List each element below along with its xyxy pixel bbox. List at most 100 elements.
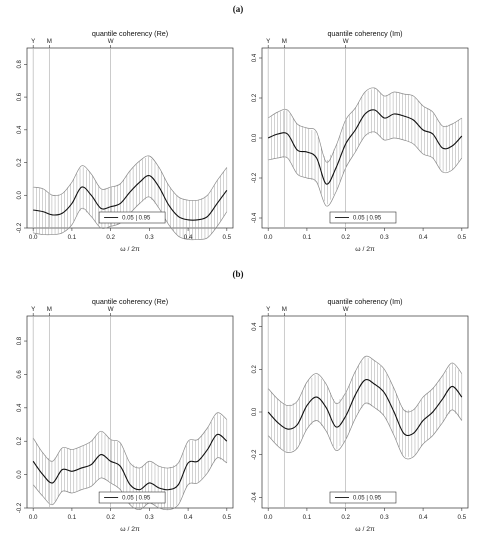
x-tick-label: 0.1 [303,514,312,521]
reference-label: W [108,38,114,45]
y-tick-label: -0.4 [252,492,258,503]
chart-panel: Y M W -0.2 0.0 0.2 0.4 0.6 0.8 0.0 0.1 0.2 0.3 0.4 0.5… [17,29,234,253]
y-tick-label: -0.2 [17,502,23,513]
x-tick-label: 0.5 [458,234,467,241]
y-tick-label: 0.2 [252,93,258,102]
y-tick-label: 0.6 [17,370,23,379]
y-tick-label: 0.2 [17,158,23,167]
upper-bound-line [33,155,228,202]
estimate-line [32,433,228,491]
chart-panel: Y M W -0.4 -0.2 0.0 0.2 0.4 0.0 0.1 0.2 0.3 0.4 0.5 ω … [252,29,469,253]
x-tick-label: 0.4 [419,514,428,521]
reference-label: W [343,38,349,45]
upper-bound-line [267,355,463,413]
lower-bound-line [32,457,228,511]
x-tick-label: 0.1 [68,514,77,521]
x-tick-label: 0.3 [380,234,389,241]
reference-label: M [282,306,287,313]
legend-label: 0.05 | 0.95 [353,216,382,222]
x-tick-label: 0.5 [458,514,467,521]
reference-label: Y [266,306,270,313]
chart-title: quantile coherency (Im) [327,29,402,38]
legend-box [98,211,166,224]
panel-label-b: (b) [233,269,244,279]
x-tick-label: 0.3 [380,514,389,521]
x-tick-label: 0.5 [223,514,232,521]
chart-panel: Y M W -0.2 0.0 0.2 0.4 0.6 0.8 0.0 0.1 0.2 0.3 0.4 0.5… [17,297,234,533]
legend-label: 0.05 | 0.95 [122,216,151,222]
plot-frame [261,315,469,509]
x-tick-label: 0.2 [106,234,115,241]
y-tick-label: 0.2 [17,436,23,445]
legend: 0.05 | 0.95 [329,211,397,224]
y-tick-label: 0.0 [252,407,258,416]
chart-title: quantile coherency (Re) [92,297,168,306]
lower-bound-line [268,131,463,207]
y-tick-label: 0.4 [17,125,23,134]
reference-label: M [47,38,52,45]
y-tick-label: -0.2 [17,222,23,233]
legend-label: 0.05 | 0.95 [122,496,151,502]
y-tick-label: 0.6 [17,92,23,101]
legend-box [329,211,397,224]
reference-label: Y [266,38,270,45]
chart-panels: Y M W -0.2 0.0 0.2 0.4 0.6 0.8 0.0 0.1 0.2 0.3 0.4 0.5… [17,29,469,533]
y-tick-label: 0.2 [252,365,258,374]
plot-frame [26,47,234,229]
legend-label: 0.05 | 0.95 [353,496,382,502]
y-tick-label: -0.2 [252,172,258,183]
y-tick-label: 0.0 [17,470,23,479]
x-tick-label: 0.4 [184,514,193,521]
legend: 0.05 | 0.95 [98,491,166,504]
legend: 0.05 | 0.95 [329,491,397,504]
plot-frame [26,315,234,509]
reference-label: W [343,306,349,313]
x-tick-label: 0.5 [223,234,232,241]
x-tick-label: 0.1 [68,234,77,241]
reference-label: M [47,306,52,313]
chart-title: quantile coherency (Im) [327,297,402,306]
y-tick-label: 0.0 [17,190,23,199]
y-tick-label: 0.4 [17,403,23,412]
x-tick-label: 0.3 [145,234,154,241]
chart-title: quantile coherency (Re) [92,29,168,38]
y-tick-label: -0.4 [252,212,258,223]
y-tick-label: 0.4 [252,53,258,62]
y-tick-label: 0.0 [252,133,258,142]
x-axis-label: ω / 2π [355,246,375,253]
estimate-line [33,175,228,221]
panel-label-a: (a) [233,4,244,14]
y-tick-label: 0.8 [17,336,23,345]
x-tick-label: 0.0 [264,234,273,241]
estimate-line [267,379,463,437]
x-tick-label: 0.1 [303,234,312,241]
lower-bound-line [267,402,463,460]
legend-box [98,491,166,504]
x-tick-label: 0.0 [29,514,38,521]
y-tick-label: -0.2 [252,449,258,460]
x-tick-label: 0.4 [184,234,193,241]
reference-label: W [108,306,114,313]
x-tick-label: 0.0 [29,234,38,241]
legend-box [329,491,397,504]
x-tick-label: 0.4 [419,234,428,241]
x-tick-label: 0.2 [341,234,350,241]
y-tick-label: 0.8 [17,60,23,69]
x-axis-label: ω / 2π [120,246,140,253]
plot-frame [261,47,469,229]
reference-label: M [282,38,287,45]
upper-bound-line [267,87,463,163]
x-axis-label: ω / 2π [120,526,140,533]
legend: 0.05 | 0.95 [98,211,166,224]
y-tick-label: 0.4 [252,322,258,331]
reference-label: Y [31,306,35,313]
reference-label: Y [31,38,35,45]
x-tick-label: 0.2 [106,514,115,521]
chart-panel: Y M W -0.4 -0.2 0.0 0.2 0.4 0.0 0.1 0.2 0.3 0.4 0.5 ω … [252,297,469,533]
upper-bound-line [32,412,228,469]
x-tick-label: 0.0 [264,514,273,521]
x-tick-label: 0.3 [145,514,154,521]
estimate-line [267,109,463,185]
